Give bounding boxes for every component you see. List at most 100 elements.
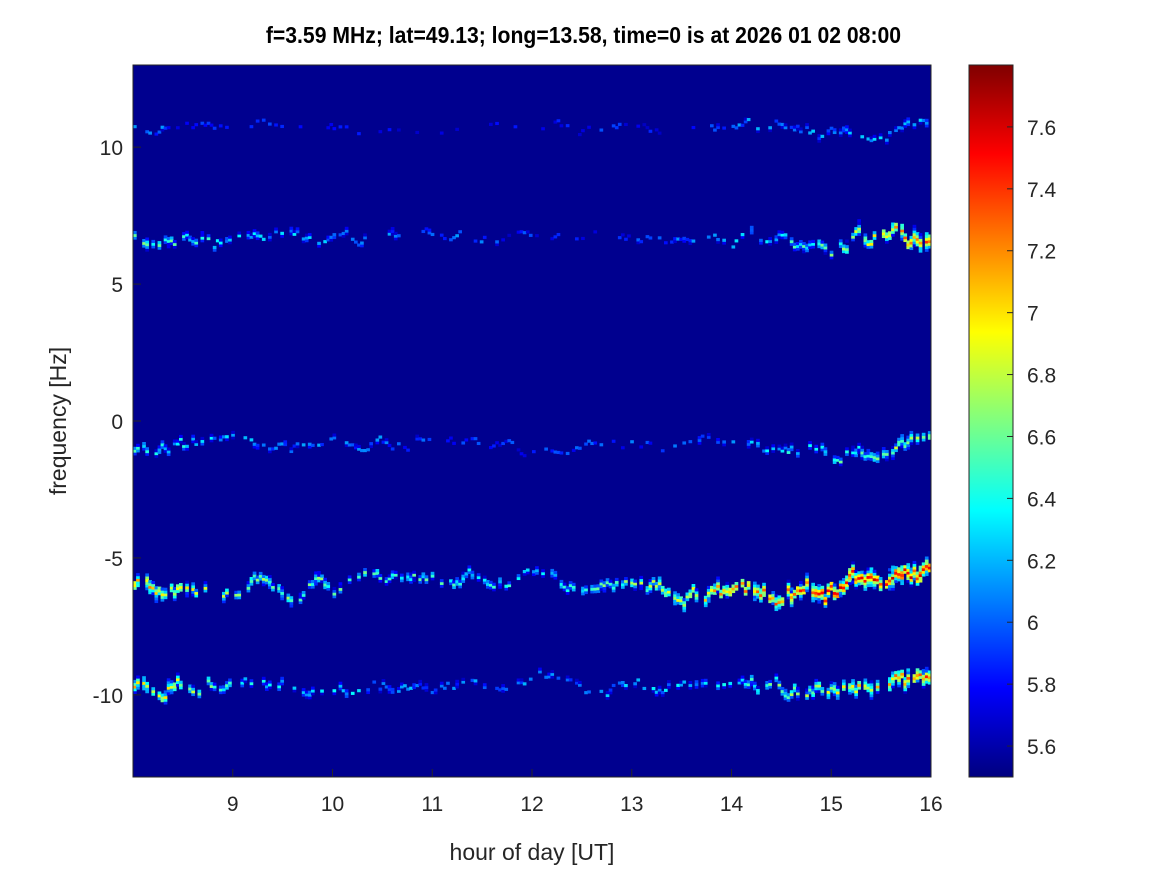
spectrogram-cell	[237, 593, 242, 597]
spectrogram-cell	[878, 136, 883, 140]
spectrogram-cell	[863, 236, 868, 240]
spectrogram-cell	[535, 568, 539, 573]
spectrogram-cell	[891, 454, 895, 458]
spectrogram-cell	[774, 240, 779, 244]
spectrogram-cell	[780, 125, 785, 129]
spectrogram-cell	[875, 457, 880, 461]
spectrogram-cell	[593, 441, 598, 445]
spectrogram-cell	[888, 677, 892, 681]
spectrogram-cell	[329, 235, 334, 239]
spectrogram-cell	[670, 240, 674, 244]
spectrogram-cell	[501, 238, 505, 242]
spectrogram-cell	[157, 589, 162, 593]
spectrogram-cell	[851, 684, 855, 688]
spectrogram-cell	[921, 435, 926, 439]
spectrogram-cell	[900, 579, 904, 583]
spectrogram-cell	[869, 245, 874, 249]
spectrogram-cell	[768, 679, 772, 684]
spectrogram-cell	[756, 438, 760, 442]
spectrogram-cell	[915, 577, 920, 581]
spectrogram-cell	[832, 583, 837, 587]
spectrogram-cell	[805, 249, 809, 253]
spectrogram-cell	[863, 684, 868, 688]
spectrogram-cell	[927, 245, 931, 249]
spectrogram-cell	[338, 584, 343, 589]
spectrogram-cell	[176, 678, 180, 682]
spectrogram-cell	[829, 126, 834, 130]
spectrogram-cell	[255, 578, 260, 582]
spectrogram-cell	[357, 243, 361, 247]
spectrogram-cell	[716, 587, 720, 591]
spectrogram-cell	[881, 234, 886, 239]
spectrogram-cell	[289, 229, 294, 233]
spectrogram-cell	[406, 575, 410, 579]
spectrogram-cell	[783, 443, 788, 447]
spectrogram-cell	[697, 436, 702, 440]
spectrogram-cell	[774, 594, 779, 598]
spectrogram-cell	[918, 565, 923, 569]
spectrogram-cell	[157, 243, 162, 247]
spectrogram-cell	[875, 581, 880, 585]
spectrogram-cell	[200, 233, 205, 237]
spectrogram-cell	[160, 443, 165, 447]
colorbar-tick-label: 6	[1027, 612, 1039, 635]
spectrogram-cell	[780, 689, 785, 693]
spectrogram-cell	[894, 673, 898, 677]
spectrogram-cell	[814, 586, 819, 590]
spectrogram-cell	[553, 450, 558, 454]
spectrogram-cell	[525, 568, 530, 572]
spectrogram-cell	[390, 232, 395, 236]
spectrogram-cell	[176, 675, 180, 679]
spectrogram-cell	[277, 685, 281, 689]
spectrogram-cell	[673, 239, 677, 244]
spectrogram-cell	[277, 687, 281, 692]
spectrogram-cell	[329, 238, 334, 242]
spectrogram-cell	[872, 231, 877, 235]
spectrogram-cell	[713, 583, 717, 587]
spectrogram-cell	[390, 575, 395, 580]
spectrogram-cell	[179, 434, 183, 439]
spectrogram-cell	[885, 237, 889, 242]
spectrogram-cell	[166, 242, 171, 246]
spectrogram-cell	[136, 681, 140, 685]
spectrogram-cell	[814, 678, 819, 683]
spectrogram-cell	[765, 681, 769, 685]
spectrogram-cell	[341, 231, 346, 236]
spectrogram-cell	[897, 578, 901, 582]
spectrogram-cell	[163, 126, 168, 130]
spectrogram-cell	[621, 583, 625, 587]
spectrogram-cell	[311, 582, 315, 586]
spectrogram-cell	[596, 587, 601, 591]
spectrogram-cell	[808, 688, 812, 692]
spectrogram-cell	[746, 685, 751, 689]
spectrogram-cell	[891, 584, 895, 588]
spectrogram-cell	[703, 684, 708, 688]
spectrogram-cell	[688, 239, 693, 243]
spectrogram-cell	[743, 592, 748, 596]
spectrogram-cell	[657, 582, 662, 586]
spectrogram-cell	[249, 579, 254, 583]
spectrogram-cell	[912, 566, 917, 570]
spectrogram-cell	[148, 591, 152, 595]
spectrogram-cell	[654, 693, 659, 697]
spectrogram-cell	[842, 687, 846, 691]
spectrogram-cell	[185, 580, 189, 584]
spectrogram-cell	[768, 597, 772, 601]
spectrogram-cell	[329, 437, 334, 441]
spectrogram-cell	[891, 571, 895, 575]
spectrogram-cell	[504, 439, 509, 443]
spectrogram-cell	[556, 450, 561, 455]
spectrogram-cell	[885, 235, 889, 239]
spectrogram-cell	[749, 225, 754, 229]
spectrogram-cell	[151, 245, 156, 249]
spectrogram-cell	[921, 674, 926, 678]
spectrogram-cell	[927, 676, 931, 680]
spectrogram-cell	[881, 452, 886, 456]
spectrogram-cell	[866, 572, 871, 577]
spectrogram-cell	[648, 584, 653, 588]
spectrogram-cell	[796, 586, 800, 590]
spectrogram-cell	[151, 242, 156, 246]
spectrogram-cell	[372, 572, 377, 576]
spectrogram-cell	[166, 450, 171, 454]
